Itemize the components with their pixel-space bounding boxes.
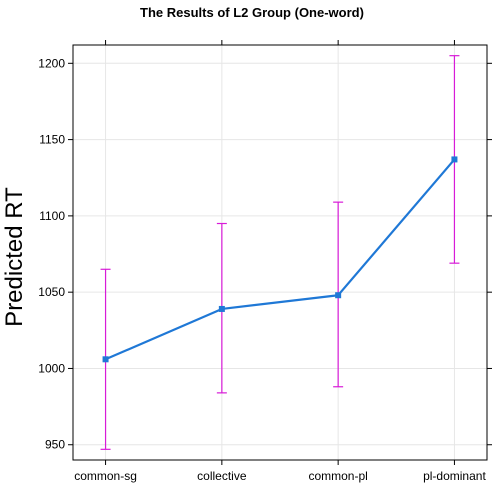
y-tick-label-2: 1050 [38, 285, 65, 299]
y-tick-label-3: 1100 [39, 209, 65, 223]
data-point-1 [218, 305, 225, 312]
series-line-group [102, 156, 458, 363]
x-tick-label-3: pl-dominant [423, 469, 486, 483]
axes: 950 1000 1050 1100 1150 1200 common-sg collecti… [38, 40, 492, 483]
plot-frame [72, 44, 488, 461]
x-tick-label-1: collective [197, 469, 247, 483]
chart-title: The Results of L2 Group (One-word) [140, 5, 364, 20]
x-tick-label-2: common-pl [308, 469, 367, 483]
x-tick-label-0: common-sg [74, 469, 137, 483]
grid-lines [73, 45, 487, 460]
y-tick-label-0: 950 [45, 438, 65, 452]
data-point-2 [335, 292, 342, 299]
series-line [105, 158, 456, 361]
data-point-0 [102, 356, 109, 363]
data-point-3 [451, 156, 458, 163]
y-axis-label: Predicted RT [1, 187, 28, 327]
y-tick-label-4: 1150 [39, 133, 65, 147]
error-bars [100, 55, 460, 450]
y-tick-label-5: 1200 [38, 56, 65, 70]
y-tick-label-1: 1000 [38, 361, 65, 375]
